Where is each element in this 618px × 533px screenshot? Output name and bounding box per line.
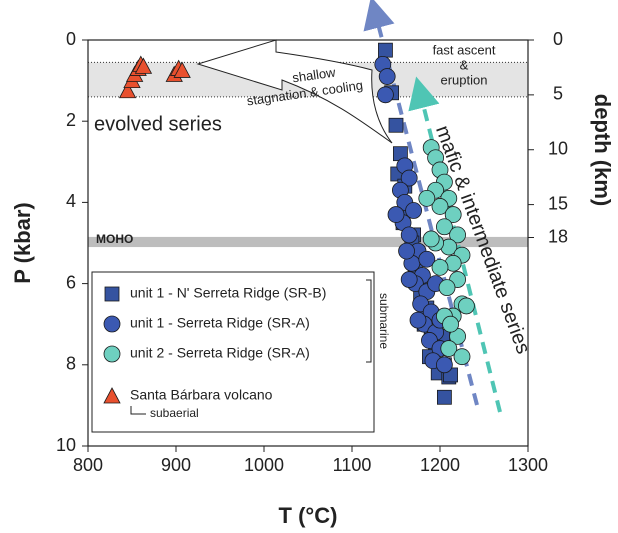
legend-label: unit 1 - N' Serreta Ridge (SR-B) [130,285,326,301]
point [409,311,427,329]
point [449,226,467,244]
x-tick-label: 1100 [333,455,372,475]
annotation: eruption [441,72,488,87]
legend-label: unit 1 - Serreta Ridge (SR-A) [130,315,310,331]
point [444,206,462,223]
cooling-arrow [196,39,393,144]
annotation: & [460,57,469,72]
y2-axis-title: depth (km) [590,94,615,206]
y2-tick-label: 5 [553,84,563,104]
plot-frame [87,39,529,447]
point [436,389,452,405]
point [435,218,453,236]
x-tick-label: 900 [161,455,191,475]
x-tick-label: 1200 [420,455,460,475]
legend-swatch [103,345,121,363]
y-tick-label: 6 [66,272,76,292]
annotation: subaerial [150,406,199,420]
legend [91,271,375,433]
x-axis-title: T (°C) [279,503,338,528]
point [377,86,394,104]
band [88,236,528,248]
subaerial-arrow [130,406,146,415]
point [435,356,453,374]
legend-label: Santa Bárbara volcano [130,387,273,403]
annotation: MOHO [96,232,133,246]
point [400,169,418,187]
legend-swatch [103,387,121,404]
point [400,226,418,244]
point [418,250,436,268]
y2-tick-label: 0 [553,29,563,49]
y-tick-label: 4 [66,191,76,211]
point [440,340,458,357]
x-tick-label: 800 [73,455,103,475]
legend-swatch [103,315,121,333]
y-tick-label: 10 [56,435,76,455]
point [405,202,423,219]
x-tick-label: 1300 [508,455,548,475]
point [438,279,456,297]
y-axis-title: P (kbar) [10,202,35,284]
annotation: fast ascent [433,42,496,57]
point [378,42,393,58]
point [134,57,153,74]
x-tick-label: 1000 [244,455,284,475]
point [442,315,459,333]
point [431,198,449,215]
point [457,297,475,315]
y-tick-label: 0 [66,29,76,49]
y2-tick-label: 18 [548,226,568,246]
annotation: shallow [291,64,337,85]
point [118,81,137,99]
legend-label: unit 2 - Serreta Ridge (SR-A) [130,345,310,361]
y-tick-label: 2 [66,110,76,130]
point [422,230,440,248]
y2-tick-label: 15 [548,193,568,213]
annotation: evolved series [94,113,222,135]
point [378,68,396,85]
annotation: submarine [377,293,391,349]
legend-swatch [104,286,120,302]
point [400,271,418,288]
point [431,258,449,276]
point [387,206,405,223]
y2-tick-label: 10 [548,138,568,158]
y-tick-label: 8 [66,354,76,374]
point [418,189,436,207]
bracket [366,279,372,363]
point [388,117,404,133]
point [173,61,191,78]
point [398,242,415,260]
point [453,348,471,366]
